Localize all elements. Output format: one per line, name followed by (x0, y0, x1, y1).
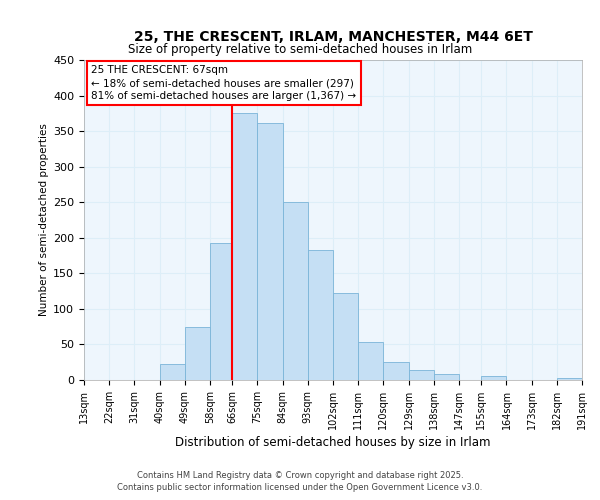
Bar (481, 376, 506, 380)
Bar (283, 202, 308, 380)
Bar (434, 374, 459, 380)
Y-axis label: Number of semi-detached properties: Number of semi-detached properties (39, 124, 49, 316)
Bar (185, 326, 210, 380)
Bar (210, 243, 232, 380)
Bar (308, 250, 333, 380)
Bar (358, 342, 383, 380)
Bar (257, 122, 283, 380)
Bar (383, 362, 409, 380)
Text: 25 THE CRESCENT: 67sqm
← 18% of semi-detached houses are smaller (297)
81% of se: 25 THE CRESCENT: 67sqm ← 18% of semi-det… (91, 65, 356, 101)
Text: Size of property relative to semi-detached houses in Irlam: Size of property relative to semi-detach… (128, 42, 472, 56)
Text: Contains HM Land Registry data © Crown copyright and database right 2025.
Contai: Contains HM Land Registry data © Crown c… (118, 471, 482, 492)
Bar (557, 378, 582, 380)
Bar (333, 293, 358, 380)
Bar (160, 364, 185, 380)
X-axis label: Distribution of semi-detached houses by size in Irlam: Distribution of semi-detached houses by … (175, 436, 491, 449)
Bar (232, 114, 257, 380)
Title: 25, THE CRESCENT, IRLAM, MANCHESTER, M44 6ET: 25, THE CRESCENT, IRLAM, MANCHESTER, M44… (134, 30, 532, 44)
Bar (409, 370, 434, 380)
